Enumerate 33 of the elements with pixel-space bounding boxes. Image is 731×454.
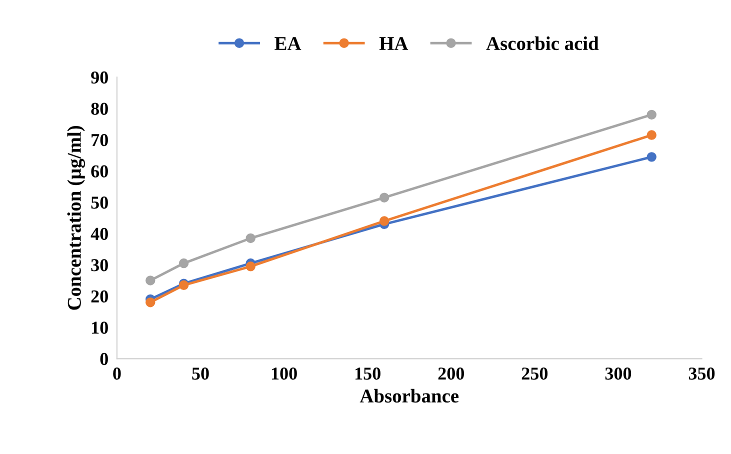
- point: [246, 262, 256, 272]
- point: [379, 216, 390, 226]
- point: [646, 110, 656, 120]
- legend-label: Ascorbic acid: [486, 36, 599, 50]
- y-tick-label: 20: [91, 290, 108, 303]
- y-tick-label: 60: [91, 165, 108, 178]
- x-axis-title: Absorbance: [360, 388, 459, 403]
- y-tick-label: 80: [91, 102, 108, 115]
- legend-label: EA: [274, 37, 302, 50]
- x-tick-label: 300: [605, 368, 632, 380]
- point: [178, 258, 189, 268]
- y-tick-label: 40: [90, 228, 108, 240]
- y-tick-label: 50: [91, 196, 108, 209]
- x-tick-label: 200: [438, 368, 464, 380]
- y-axis-title: Concentration (µg/ml): [67, 126, 86, 310]
- x-tick-label: 350: [688, 368, 715, 380]
- point: [646, 130, 656, 140]
- x-tick-label: 100: [272, 368, 297, 380]
- legend-label: HA: [379, 37, 408, 50]
- x-tick-label: 250: [522, 368, 548, 380]
- y-tick-label: 90: [91, 71, 108, 84]
- x-tick-label: 150: [355, 368, 380, 380]
- y-tick-label: 0: [100, 352, 108, 366]
- y-tick-label: 10: [92, 322, 108, 334]
- x-tick-label: 50: [192, 368, 209, 380]
- y-tick-label: 70: [92, 134, 108, 146]
- point: [246, 233, 256, 244]
- point: [646, 152, 656, 162]
- y-tick-label: 30: [91, 259, 108, 272]
- point: [379, 192, 390, 202]
- x-tick-label: 0: [113, 368, 121, 380]
- point: [146, 298, 156, 308]
- point: [146, 276, 156, 286]
